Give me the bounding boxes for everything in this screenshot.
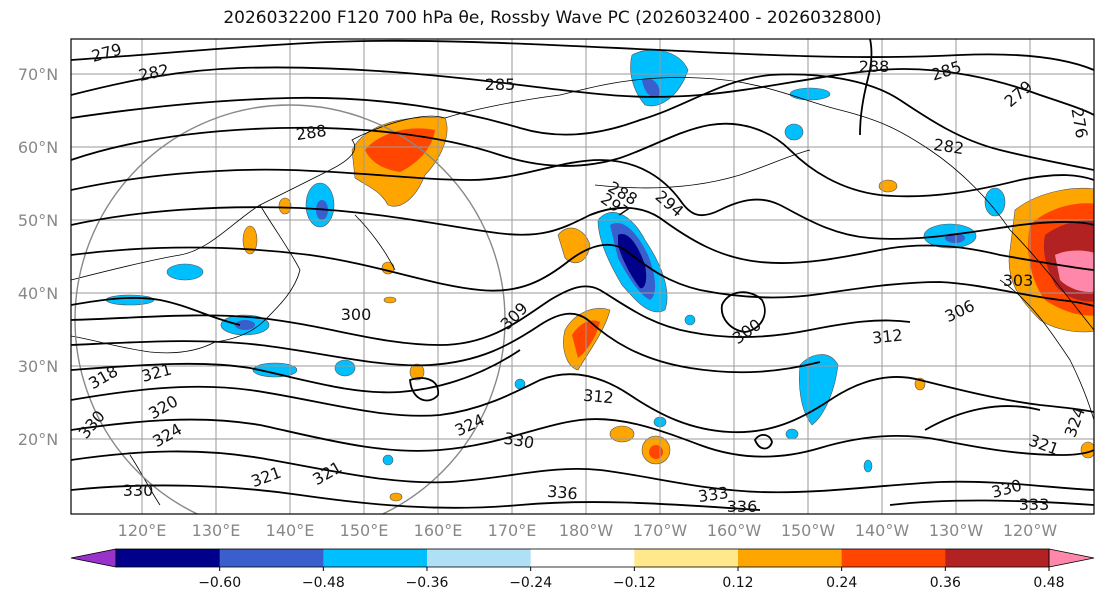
- colorbar-tick-label: 0.36: [930, 575, 961, 591]
- colorbar-segment: [427, 549, 532, 567]
- coastlines: [71, 77, 1094, 506]
- colorbar-frame: [115, 548, 1050, 568]
- lon-label: 170°E: [488, 521, 537, 540]
- lon-label: 170°W: [633, 521, 688, 540]
- contour-label: 288: [859, 57, 890, 76]
- lat-label: 60°N: [18, 138, 58, 157]
- colorbar-tick-label: −0.36: [406, 575, 449, 591]
- lon-label: 180°W: [559, 521, 614, 540]
- contour-label: 336: [727, 497, 758, 516]
- chart-title: 2026032200 F120 700 hPa θe, Rossby Wave …: [223, 8, 882, 28]
- colorbar-tick-label: −0.12: [613, 575, 656, 591]
- colorbar-tick-label: −0.48: [302, 575, 345, 591]
- colorbar-segment: [323, 549, 428, 567]
- colorbar-segment: [945, 549, 1050, 567]
- lon-label: 120°E: [118, 521, 167, 540]
- colorbar-segment: [634, 549, 739, 567]
- lon-label: 150°E: [340, 521, 389, 540]
- contour-label: 303: [1003, 271, 1034, 290]
- colorbar-segment: [219, 549, 324, 567]
- contour-label: 300: [341, 305, 372, 324]
- lat-label: 20°N: [18, 430, 58, 449]
- lon-label: 150°W: [781, 521, 836, 540]
- negative-anomaly-east-pacific: [799, 354, 839, 426]
- lon-label: 130°W: [929, 521, 984, 540]
- lat-label: 70°N: [18, 65, 58, 84]
- map-area: [71, 39, 1094, 514]
- lat-label: 50°N: [18, 211, 58, 230]
- colorbar-tick-label: 0.48: [1033, 575, 1064, 591]
- contour-label: 312: [582, 386, 614, 408]
- theta-e-contours: [71, 39, 1094, 511]
- contour-label: 282: [932, 135, 965, 158]
- lon-label: 120°W: [1003, 521, 1058, 540]
- graticule: [71, 39, 1094, 514]
- positive-anomaly-160e: [557, 227, 591, 264]
- lat-label: 30°N: [18, 357, 58, 376]
- lon-label: 130°E: [192, 521, 241, 540]
- colorbar-extend-high: [1048, 548, 1095, 568]
- contour-label: 330: [123, 481, 154, 500]
- colorbar-tick-label: −0.24: [509, 575, 552, 591]
- contour-label: 288: [295, 121, 328, 144]
- colorbar-tick-label: −0.60: [198, 575, 241, 591]
- contour-label: 312: [871, 325, 903, 347]
- colorbar-segment: [841, 549, 946, 567]
- lon-label: 160°W: [707, 521, 762, 540]
- contour-label: 285: [485, 75, 516, 94]
- colorbar: −0.60 −0.48 −0.36 −0.24 −0.12 0.12 0.24 0.36 0.4…: [70, 548, 1095, 591]
- latitude-labels: 70°N 60°N 50°N 40°N 30°N 20°N: [18, 65, 58, 449]
- lat-label: 40°N: [18, 284, 58, 303]
- colorbar-extend-low: [70, 548, 117, 568]
- longitude-labels: 120°E 130°E 140°E 150°E 160°E 170°E 180°…: [118, 521, 1058, 540]
- contour-label: 333: [697, 483, 730, 506]
- colorbar-tick-label: 0.12: [722, 575, 753, 591]
- lon-label: 140°W: [855, 521, 910, 540]
- lon-label: 160°E: [414, 521, 463, 540]
- colorbar-segment: [116, 549, 221, 567]
- contour-label: 336: [546, 482, 578, 504]
- colorbar-segment: [530, 549, 635, 567]
- lon-label: 140°E: [266, 521, 315, 540]
- colorbar-tick-label: 0.24: [826, 575, 857, 591]
- contour-label: 333: [1019, 495, 1050, 514]
- colorbar-segment: [738, 549, 843, 567]
- map-frame: [70, 38, 1095, 515]
